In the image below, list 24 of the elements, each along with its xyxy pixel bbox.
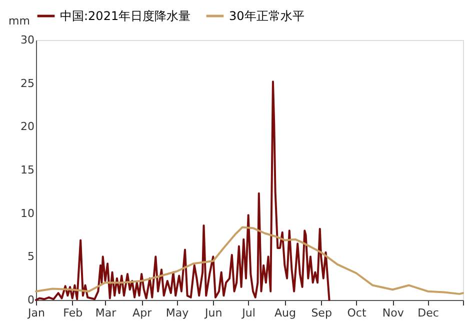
y-tick-label: 25	[20, 76, 34, 90]
y-tick-label: 20	[20, 120, 34, 134]
x-tick-label: May	[166, 306, 190, 320]
legend-label: 30年正常水平	[229, 9, 304, 23]
y-tick-label: 5	[28, 250, 34, 264]
x-tick-label: Feb	[63, 306, 83, 320]
x-tick-label: Jan	[27, 306, 45, 320]
y-tick-label: 0	[28, 294, 34, 306]
x-tick-label: Apr	[132, 306, 152, 320]
x-tick-label: Aug	[274, 306, 296, 320]
y-tick-label: 30	[20, 34, 34, 46]
y-axis-title: mm	[8, 14, 30, 28]
x-tick-label: Jul	[241, 306, 256, 320]
x-tick-label: Mar	[95, 306, 117, 320]
x-tick-label: Nov	[382, 306, 404, 320]
x-tick-label: Sep	[311, 306, 332, 320]
y-tick-label: 10	[20, 206, 34, 220]
x-tick-label: Jun	[204, 306, 222, 320]
line-series	[35, 226, 464, 295]
x-tick-label: Oct	[347, 306, 367, 320]
legend-label: 中国:2021年日度降水量	[60, 9, 191, 23]
x-tick-label: Dec	[418, 306, 439, 320]
line-series	[35, 80, 330, 301]
y-tick-label: 15	[20, 164, 34, 176]
